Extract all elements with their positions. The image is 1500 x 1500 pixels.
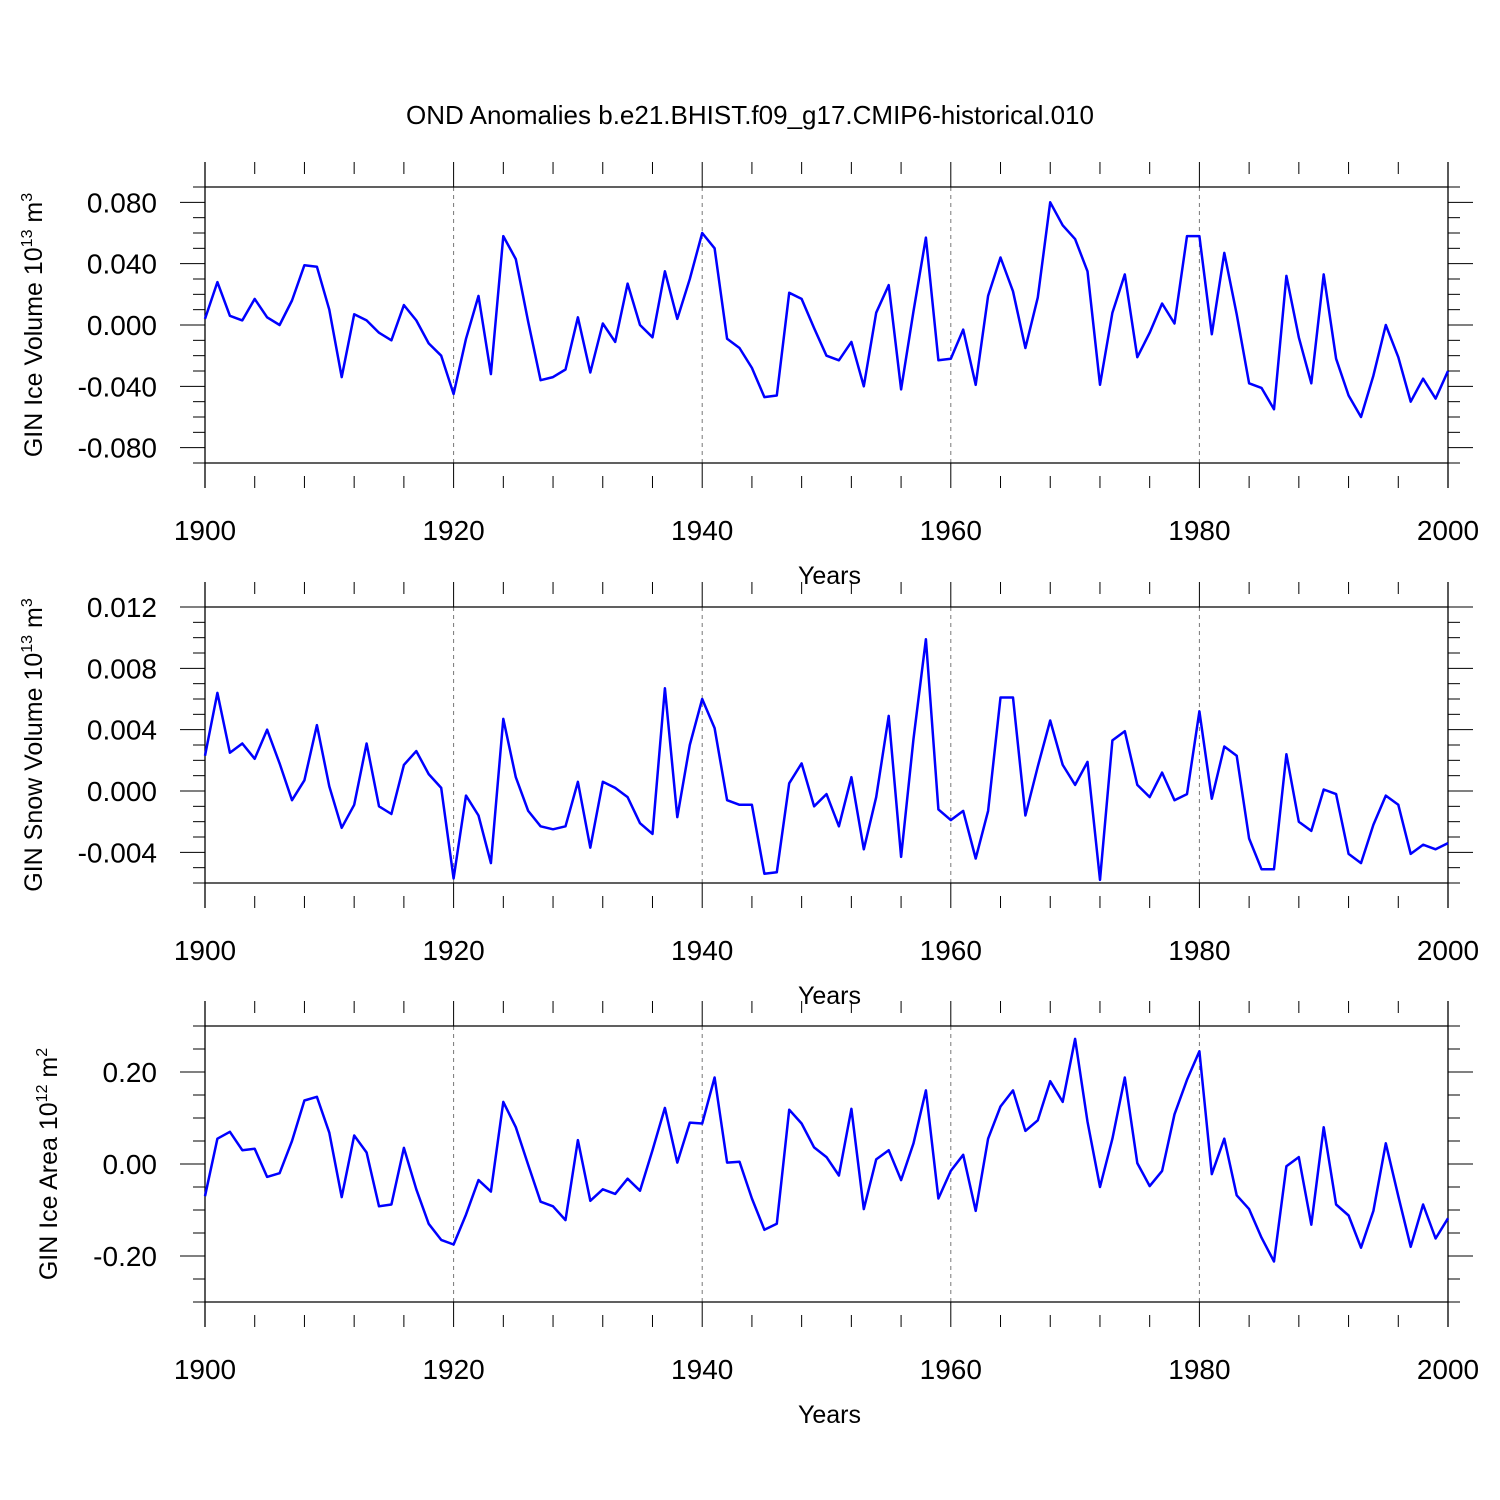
x-tick-label: 1960 [920,935,982,966]
y-tick-label: 0.000 [87,776,157,807]
y-tick-label: 0.004 [87,715,157,746]
y-tick-label: 0.080 [87,187,157,218]
y-tick-label: -0.080 [78,433,157,464]
y-tick-label: 0.00 [103,1149,158,1180]
x-tick-label: 2000 [1417,1354,1479,1385]
x-tick-label: 2000 [1417,515,1479,546]
y-tick-label: -0.20 [93,1241,157,1272]
y-tick-label: 0.20 [103,1057,158,1088]
series-line-ice-area [203,1037,1450,1263]
x-tick-label: 1940 [671,515,733,546]
x-tick-label: 1980 [1168,935,1230,966]
y-tick-label: 0.008 [87,653,157,684]
series-line-snow-volume [203,637,1449,882]
series-line-ice-volume [203,201,1450,419]
x-tick-label: 1920 [422,515,484,546]
y-axis-label: GIN Snow Volume 1013 m3 [19,598,48,892]
x-tick-label: 1940 [671,935,733,966]
y-tick-label: 0.040 [87,249,157,280]
x-tick-label: 1980 [1168,515,1230,546]
y-tick-label: -0.004 [78,837,157,868]
panel-ice-volume: -0.080 -0.040 0.000 0.040 0.080 1900 1920 1940 1… [19,162,1479,590]
y-tick-label: 0.012 [87,592,157,623]
x-tick-label: 1960 [920,515,982,546]
x-tick-label: 1980 [1168,1354,1230,1385]
x-tick-label: 1900 [174,515,236,546]
x-tick-label: 1920 [422,935,484,966]
x-axis-label: Years [798,982,861,1010]
x-axis-label: Years [798,1401,861,1429]
panel-ice-area: -0.20 0.00 0.20 1900 1920 1940 1960 1980 2000 Yea… [34,1001,1479,1429]
panels: -0.080 -0.040 0.000 0.040 0.080 1900 1920 1940 1… [19,162,1479,1429]
y-axis-label: GIN Ice Volume 1013 m3 [19,193,48,457]
x-tick-label: 1900 [174,1354,236,1385]
y-axis-label: GIN Ice Area 1012 m2 [34,1048,63,1280]
x-tick-label: 1940 [671,1354,733,1385]
x-tick-label: 2000 [1417,935,1479,966]
y-tick-label: -0.040 [78,371,157,402]
x-tick-label: 1960 [920,1354,982,1385]
figure-title: OND Anomalies b.e21.BHIST.f09_g17.CMIP6-… [406,100,1094,130]
panel-snow-volume: -0.004 0.000 0.004 0.008 0.012 1900 1920 1940 19… [19,582,1479,1010]
y-tick-label: 0.000 [87,310,157,341]
x-tick-label: 1920 [422,1354,484,1385]
x-tick-label: 1900 [174,935,236,966]
x-axis-label: Years [798,562,861,590]
